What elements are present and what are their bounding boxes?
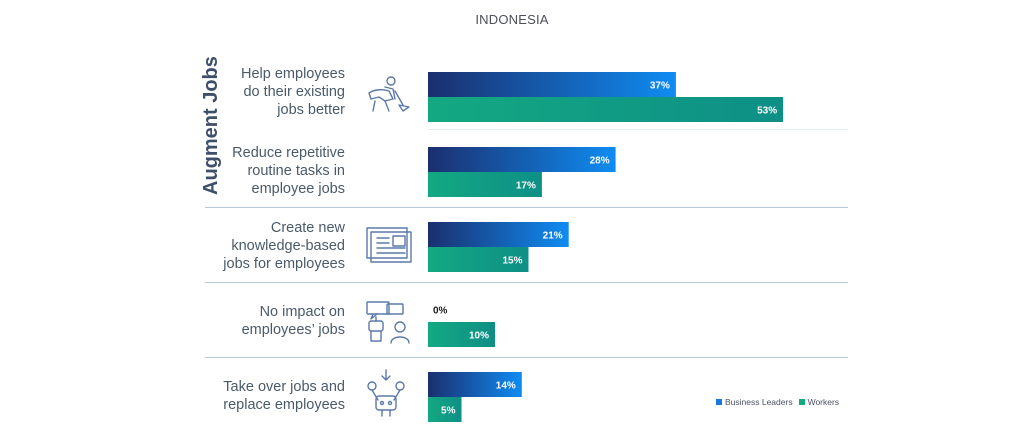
bar-label-leaders-1: 28% <box>590 156 610 167</box>
robot-arms-icon <box>367 369 405 417</box>
legend-item-business-leaders: Business Leaders <box>716 397 793 407</box>
legend-swatch-leaders <box>716 399 722 405</box>
category-label-help-employees: Help employees do their existing jobs be… <box>241 66 345 118</box>
legend-label-workers: Workers <box>807 397 840 407</box>
bar-workers-2 <box>428 247 529 272</box>
legend: Business Leaders Workers <box>716 397 839 407</box>
bar-label-workers-4: 5% <box>441 406 456 417</box>
person-robot-chat-icon <box>366 301 410 344</box>
bar-leaders-1 <box>428 147 616 172</box>
bar-workers-3 <box>428 322 495 347</box>
bar-workers-4 <box>428 397 462 422</box>
category-label-no-impact: No impact on employees’ jobs <box>241 304 345 338</box>
bar-leaders-0 <box>428 72 676 97</box>
category-label-reduce-tasks: Reduce repetitive routine tasks in emplo… <box>232 145 345 197</box>
bar-leaders-4 <box>428 372 522 397</box>
bar-leaders-2 <box>428 222 569 247</box>
legend-label-leaders: Business Leaders <box>725 397 793 407</box>
worker-digging-icon <box>368 76 410 112</box>
document-list-icon <box>366 227 412 263</box>
bar-label-leaders-4: 14% <box>496 381 516 392</box>
bar-label-leaders-0: 37% <box>650 81 670 92</box>
bar-workers-1 <box>428 172 542 197</box>
legend-item-workers: Workers <box>798 397 840 407</box>
legend-swatch-workers <box>798 399 805 405</box>
category-label-take-over: Take over jobs and replace employees <box>223 379 345 413</box>
bar-label-workers-3: 10% <box>469 331 489 342</box>
bar-label-workers-0: 53% <box>757 106 777 117</box>
category-label-create-jobs: Create new knowledge-based jobs for empl… <box>223 220 345 272</box>
bar-label-leaders-2: 21% <box>543 231 563 242</box>
bar-label-workers-2: 15% <box>502 256 522 267</box>
chart-title: INDONESIA <box>475 12 549 27</box>
bar-workers-0 <box>428 97 784 122</box>
bar-label-workers-1: 17% <box>516 181 536 192</box>
bar-label-leaders-3: 0% <box>433 306 448 317</box>
